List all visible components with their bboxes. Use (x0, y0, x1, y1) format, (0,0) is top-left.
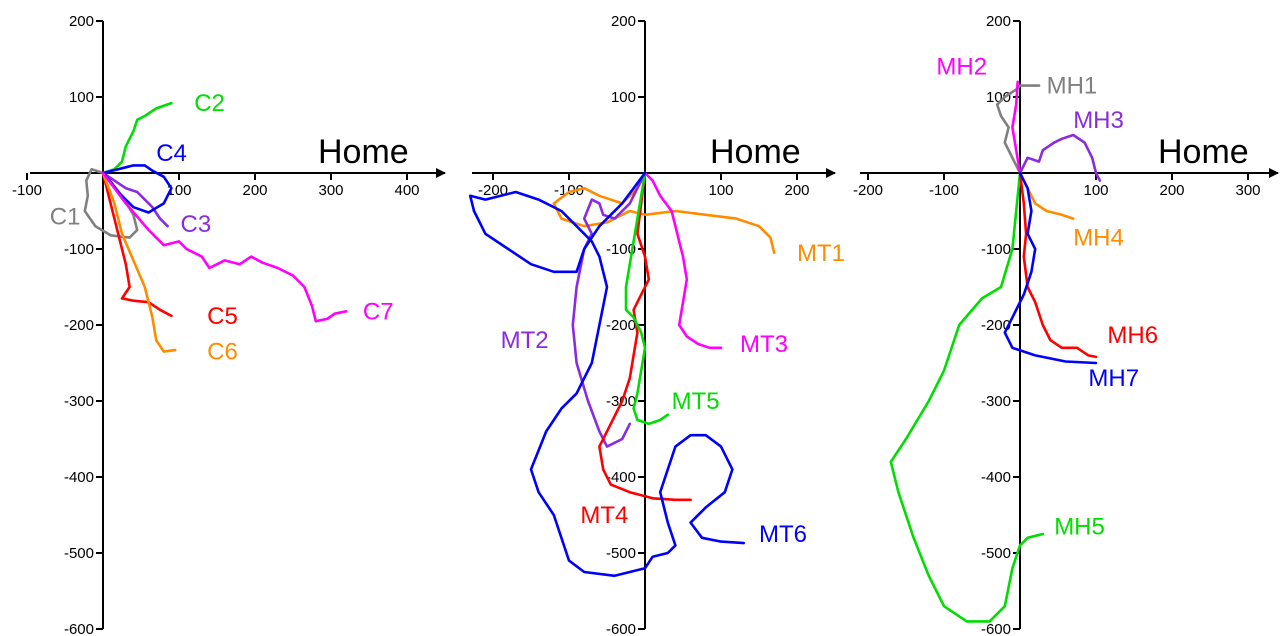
trajectory-c7 (101, 171, 348, 323)
series-label-c1: C1 (50, 203, 81, 230)
y-tick-label: -200 (64, 317, 94, 334)
x-tick-label: -200 (853, 182, 883, 199)
trajectory-c2 (101, 101, 173, 175)
series-label-c3: C3 (181, 211, 212, 238)
series-label-mt4: MT4 (580, 502, 628, 529)
series-label-mt6: MT6 (759, 521, 807, 548)
y-tick-label: -200 (981, 317, 1011, 334)
chart-panel-c: 200 100 -100 -200 -300 -400 -500 -600 -100 100 200… (12, 13, 446, 636)
home-label: Home (318, 133, 409, 171)
x-tick-label: 100 (1083, 182, 1108, 199)
series-label-mh6: MH6 (1107, 322, 1158, 349)
trajectory-mh7 (1003, 171, 1098, 365)
x-tick-label: 200 (242, 182, 267, 199)
y-tick-label: -200 (606, 317, 636, 334)
series-label-mh1: MH1 (1047, 73, 1098, 100)
series-label-mt1: MT1 (797, 240, 845, 267)
series-label-mh3: MH3 (1073, 107, 1124, 134)
series-label-mt2: MT2 (501, 327, 549, 354)
trajectory-mt5 (624, 171, 670, 426)
series-label-mh4: MH4 (1073, 225, 1124, 252)
chart-panel-mh: 200 100 -100 -200 -300 -400 -500 -600 -200 -100 10… (853, 13, 1279, 636)
x-tick-label: 400 (394, 182, 419, 199)
y-tick-label: -400 (606, 469, 636, 486)
y-tick-label: 100 (611, 89, 636, 106)
y-tick-label: -600 (606, 621, 636, 636)
x-tick-label: 100 (708, 182, 733, 199)
trajectory-c3 (101, 171, 169, 228)
x-tick-label: -100 (554, 182, 584, 199)
series-label-mh2: MH2 (936, 54, 987, 81)
series-label-c5: C5 (207, 303, 238, 330)
series-label-mt5: MT5 (672, 388, 720, 415)
trajectory-mh6 (1018, 171, 1098, 359)
y-tick-label: -500 (606, 545, 636, 562)
y-tick-label: -100 (64, 241, 94, 258)
x-tick-label: 300 (1235, 182, 1260, 199)
y-tick-label: 100 (986, 89, 1011, 106)
trajectory-mh3 (1018, 133, 1102, 182)
trajectory-mt3 (643, 171, 723, 350)
x-tick-label: 200 (784, 182, 809, 199)
y-tick-label: -300 (981, 393, 1011, 410)
y-tick-label: -500 (64, 545, 94, 562)
y-tick-label: 100 (69, 89, 94, 106)
series-label-c4: C4 (156, 140, 187, 167)
y-tick-label: -100 (981, 241, 1011, 258)
x-tick-label: 300 (318, 182, 343, 199)
series-label-mt3: MT3 (740, 331, 788, 358)
y-tick-label: -600 (64, 621, 94, 636)
trajectory-mh2 (1011, 80, 1022, 175)
series-label-c2: C2 (194, 90, 225, 117)
x-tick-label: -100 (929, 182, 959, 199)
x-tick-label: -100 (12, 182, 42, 199)
y-tick-label: -300 (64, 393, 94, 410)
x-tick-label: 200 (1159, 182, 1184, 199)
home-label: Home (710, 133, 801, 171)
y-tick-label: 200 (611, 13, 636, 30)
y-tick-label: 200 (986, 13, 1011, 30)
series-label-mh7: MH7 (1088, 365, 1139, 392)
x-tick-label: 100 (166, 182, 191, 199)
series-label-c6: C6 (207, 339, 238, 366)
trajectory-mt6 (468, 171, 746, 578)
series-label-c7: C7 (363, 298, 394, 325)
y-tick-label: -500 (981, 545, 1011, 562)
series-label-mh5: MH5 (1054, 513, 1105, 540)
trajectory-c6 (101, 171, 177, 353)
y-tick-label: -400 (64, 469, 94, 486)
y-tick-label: 200 (69, 13, 94, 30)
y-tick-label: -100 (606, 241, 636, 258)
home-label: Home (1158, 133, 1249, 171)
trajectory-mt1 (552, 171, 776, 255)
y-tick-label: -400 (981, 469, 1011, 486)
trajectory-mh5 (889, 171, 1045, 623)
y-tick-label: -600 (981, 621, 1011, 636)
trajectory-mt4 (598, 171, 692, 502)
trajectory-c5 (101, 171, 173, 318)
